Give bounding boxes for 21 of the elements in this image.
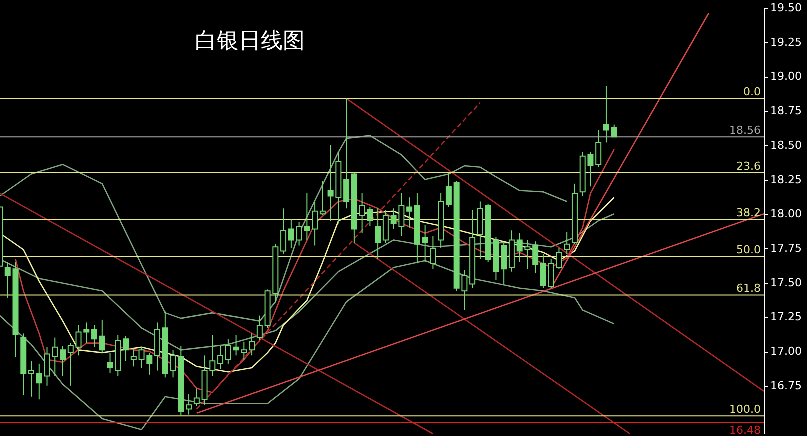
annotation: 61.8	[736, 282, 761, 296]
y-tick-label: 19.50	[770, 2, 802, 14]
ref-line-label: 16.48	[730, 424, 761, 436]
y-tick-label: 16.75	[770, 379, 802, 392]
y-tick-label: 19.25	[770, 36, 802, 49]
annotation: 100.0	[730, 403, 761, 416]
y-tick-label: 18.25	[770, 173, 802, 186]
annotation: 38.2	[736, 206, 761, 220]
y-tick-label: 18.75	[770, 104, 802, 118]
annotation: 50.0	[736, 244, 761, 257]
annotation: 23.6	[736, 160, 761, 173]
annotation: 0.0	[744, 86, 761, 99]
y-tick-label: 17.00	[770, 345, 802, 358]
text: 白银日线图	[195, 29, 305, 54]
y-tick-label: 18.00	[770, 208, 802, 221]
ref-line-label: 18.56	[730, 124, 761, 138]
y-tick-label: 17.75	[770, 242, 802, 255]
y-tick-label: 17.25	[770, 310, 802, 324]
y-tick-label: 19.00	[770, 70, 802, 84]
y-tick-label: 17.50	[770, 276, 802, 290]
y-tick-label: 18.50	[770, 138, 802, 152]
